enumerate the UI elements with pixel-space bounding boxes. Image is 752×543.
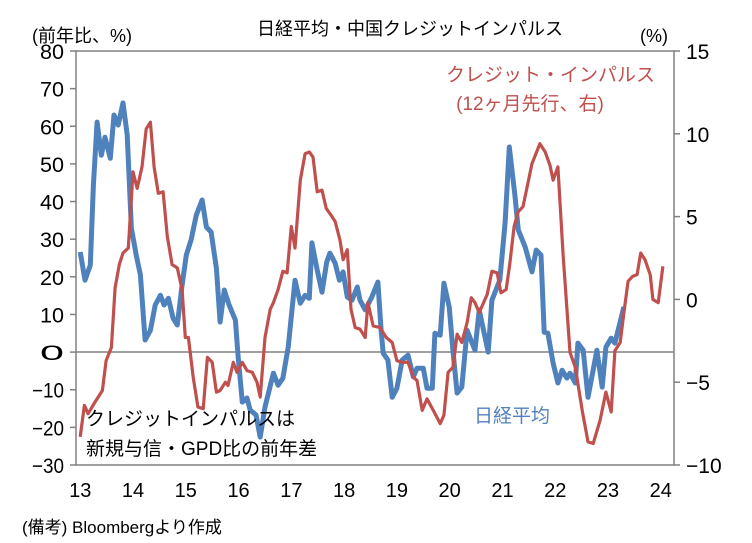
- x-axis-tick-label: 24: [650, 480, 672, 502]
- right-axis-tick-label: −5: [686, 372, 710, 395]
- x-axis-tick-label: 15: [175, 480, 197, 502]
- left-axis-tick-label: −10: [32, 380, 64, 403]
- right-axis-tick-label: 15: [686, 41, 709, 64]
- left-axis-tick-label: 70: [40, 79, 64, 102]
- x-axis-tick-label: 18: [333, 480, 355, 502]
- x-axis-tick-label: 13: [69, 480, 91, 502]
- left-axis-tick-label: 20: [40, 267, 64, 290]
- right-axis-tick-label: 5: [686, 207, 698, 230]
- left-axis-tick-label: 10: [40, 304, 64, 327]
- left-axis-tick-label: 40: [40, 192, 64, 215]
- left-axis-tick-label: 60: [40, 116, 64, 139]
- note-line-1: クレジットインパルスは: [86, 408, 295, 430]
- nikkei-label: 日経平均: [474, 405, 550, 427]
- left-axis-tick-label: 80: [40, 41, 64, 64]
- x-axis-tick-label: 23: [597, 480, 619, 502]
- x-axis-tick-label: 20: [439, 480, 461, 502]
- left-axis-tick-label: 0: [40, 342, 64, 365]
- right-axis-tick-label: 0: [686, 289, 698, 312]
- credit-impulse-label: クレジット・インパルス: [446, 64, 655, 86]
- left-axis-tick-label: −30: [32, 455, 64, 478]
- right-axis-tick-label: −10: [686, 455, 722, 478]
- left-axis-unit: (前年比、%): [32, 26, 132, 46]
- plot-area-frame: [75, 50, 675, 466]
- chart-title: 日経平均・中国クレジットインパルス: [257, 19, 563, 39]
- x-axis-tick-label: 14: [122, 480, 144, 502]
- left-axis-tick-label: 30: [40, 229, 64, 252]
- credit-impulse-sublabel: (12ヶ月先行、右): [456, 93, 604, 115]
- x-axis-tick-label: 17: [280, 480, 302, 502]
- x-axis-tick-label: 21: [491, 480, 513, 502]
- x-axis-tick-label: 22: [544, 480, 566, 502]
- x-axis-tick-label: 19: [386, 480, 408, 502]
- right-axis-tick-label: 10: [686, 124, 709, 147]
- x-axis-tick-label: 16: [227, 480, 249, 502]
- nikkei-series-line: [77, 100, 627, 440]
- left-axis-tick-label: 50: [40, 154, 64, 177]
- note-line-2: 新規与信・GPD比の前年差: [86, 438, 317, 460]
- source-note: (備考) Bloombergより作成: [22, 518, 222, 537]
- credit-impulse-series-line: [78, 120, 665, 446]
- left-axis-tick-label: −20: [32, 417, 64, 440]
- right-axis-unit: (%): [640, 26, 668, 46]
